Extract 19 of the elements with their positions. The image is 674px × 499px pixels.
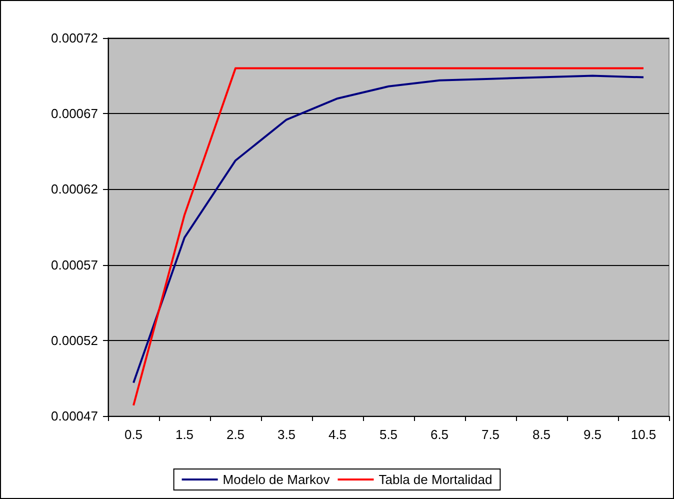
x-tick-label: 6.5 xyxy=(430,427,449,442)
x-tick-label: 0.5 xyxy=(124,427,143,442)
x-tick-label: 2.5 xyxy=(226,427,245,442)
x-tick-label: 3.5 xyxy=(277,427,296,442)
x-tick-label: 10.5 xyxy=(630,427,656,442)
y-tick-label: 0.00067 xyxy=(51,106,98,122)
legend-label: Tabla de Mortalidad xyxy=(378,472,492,487)
legend-label: Modelo de Markov xyxy=(222,472,330,487)
x-tick-label: 8.5 xyxy=(532,427,551,442)
y-tick-label: 0.00062 xyxy=(51,182,98,197)
x-tick-label: 1.5 xyxy=(175,427,194,442)
y-tick-label: 0.00052 xyxy=(51,332,98,348)
x-tick-label: 9.5 xyxy=(583,427,602,442)
y-tick-label: 0.00047 xyxy=(51,408,98,424)
x-tick-label: 7.5 xyxy=(481,427,500,442)
x-tick-label: 4.5 xyxy=(328,427,347,442)
y-tick-label: 0.00057 xyxy=(51,257,98,272)
x-tick-label: 5.5 xyxy=(379,427,398,442)
y-tick-label: 0.00072 xyxy=(51,30,98,46)
